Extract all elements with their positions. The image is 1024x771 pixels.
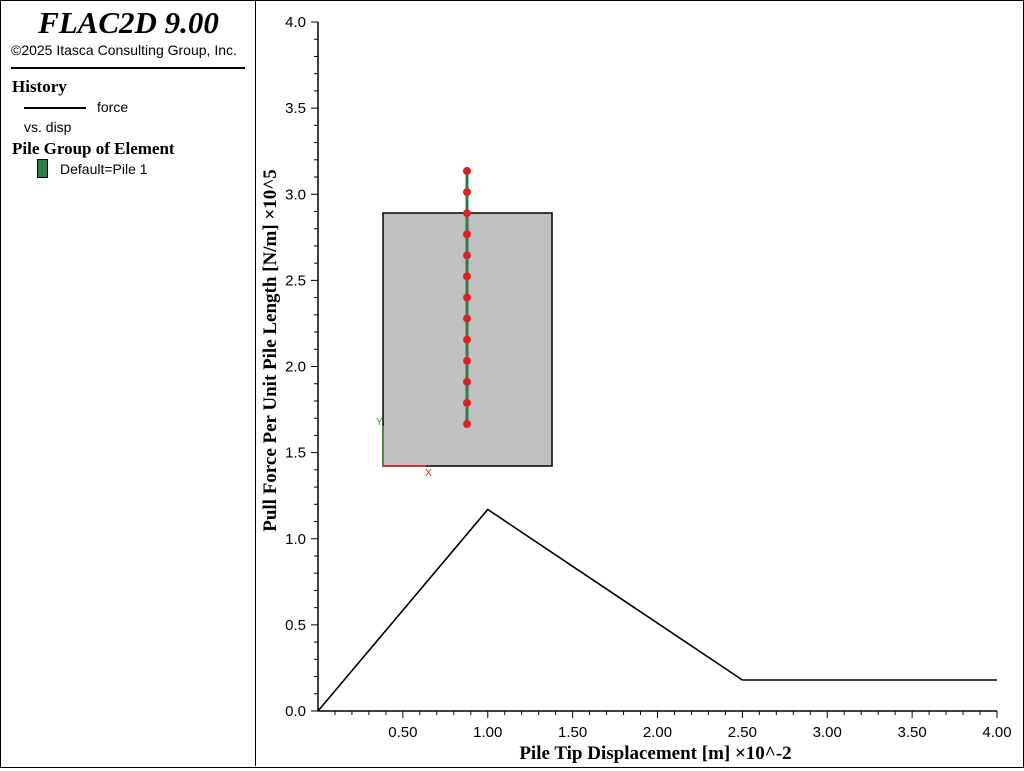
pile-group-heading: Pile Group of Element bbox=[12, 139, 175, 158]
x-tick-label: 1.00 bbox=[473, 724, 502, 741]
history-line-swatch bbox=[24, 107, 86, 109]
y-tick-label: 3.0 bbox=[285, 186, 306, 203]
pile-nodes bbox=[463, 167, 471, 428]
x-axis-title: Pile Tip Displacement [m] ×10^-2 bbox=[519, 743, 791, 764]
pile-node bbox=[463, 420, 471, 428]
history-chart: X Y 0.0 0.5 1.0 1.5 2.0 2.5 3.0 3.5 4.0 0.50 1.00 1… bbox=[260, 14, 1012, 764]
y-tick-label: 1.0 bbox=[285, 531, 306, 548]
y-tick-label: 2.0 bbox=[285, 359, 306, 376]
history-series-label: force bbox=[97, 99, 129, 115]
pile-node bbox=[463, 209, 471, 218]
history-vs-label: vs. disp bbox=[24, 119, 72, 135]
pile-node bbox=[463, 167, 471, 175]
y-tick-label: 0.0 bbox=[285, 703, 306, 720]
y-tick-label: 1.5 bbox=[285, 445, 306, 462]
pile-node bbox=[463, 314, 471, 323]
y-axis-title: Pull Force Per Unit Pile Length [N/m] ×1… bbox=[260, 169, 281, 532]
pile-node bbox=[463, 335, 471, 344]
legend-panel: FLAC2D 9.00 ©2025 Itasca Consulting Grou… bbox=[1, 1, 256, 766]
pile-node bbox=[463, 188, 471, 197]
x-tick-label: 3.00 bbox=[813, 724, 842, 741]
pile-node bbox=[463, 251, 471, 260]
app-title: FLAC2D 9.00 bbox=[38, 5, 219, 40]
pile-color-swatch bbox=[37, 159, 48, 178]
y-tick-label: 2.5 bbox=[285, 272, 306, 289]
pile-node bbox=[463, 377, 471, 386]
x-tick-label: 0.50 bbox=[388, 724, 417, 741]
history-heading: History bbox=[12, 77, 67, 96]
pile-entry-label: Default=Pile 1 bbox=[60, 161, 148, 177]
title-divider bbox=[11, 67, 245, 69]
chart-axes: 0.0 0.5 1.0 1.5 2.0 2.5 3.0 3.5 4.0 0.50 1.00 1.50 2… bbox=[260, 14, 1012, 764]
plot-area: X Y 0.0 0.5 1.0 1.5 2.0 2.5 3.0 3.5 4.0 0.50 1.00 1… bbox=[256, 1, 1022, 771]
x-tick-label: 4.00 bbox=[982, 724, 1011, 741]
pile-node bbox=[463, 356, 471, 365]
x-tick-label: 3.50 bbox=[898, 724, 927, 741]
y-tick-label: 4.0 bbox=[285, 14, 306, 31]
series-layer bbox=[317, 508, 997, 712]
x-tick-label: 2.50 bbox=[728, 724, 757, 741]
y-tick-label: 3.5 bbox=[285, 100, 306, 117]
pile-node bbox=[463, 398, 471, 407]
x-tick-label: 1.50 bbox=[558, 724, 587, 741]
inset-x-label: X bbox=[425, 468, 432, 479]
pile-node bbox=[463, 272, 471, 281]
model-inset: X Y bbox=[376, 167, 553, 479]
copyright-notice: ©2025 Itasca Consulting Group, Inc. bbox=[11, 42, 237, 58]
pile-node bbox=[463, 230, 471, 239]
inset-y-label: Y bbox=[376, 417, 383, 428]
series-line-force bbox=[317, 508, 997, 712]
pile-node bbox=[463, 293, 471, 302]
y-tick-label: 0.5 bbox=[285, 617, 306, 634]
x-tick-label: 2.00 bbox=[643, 724, 672, 741]
